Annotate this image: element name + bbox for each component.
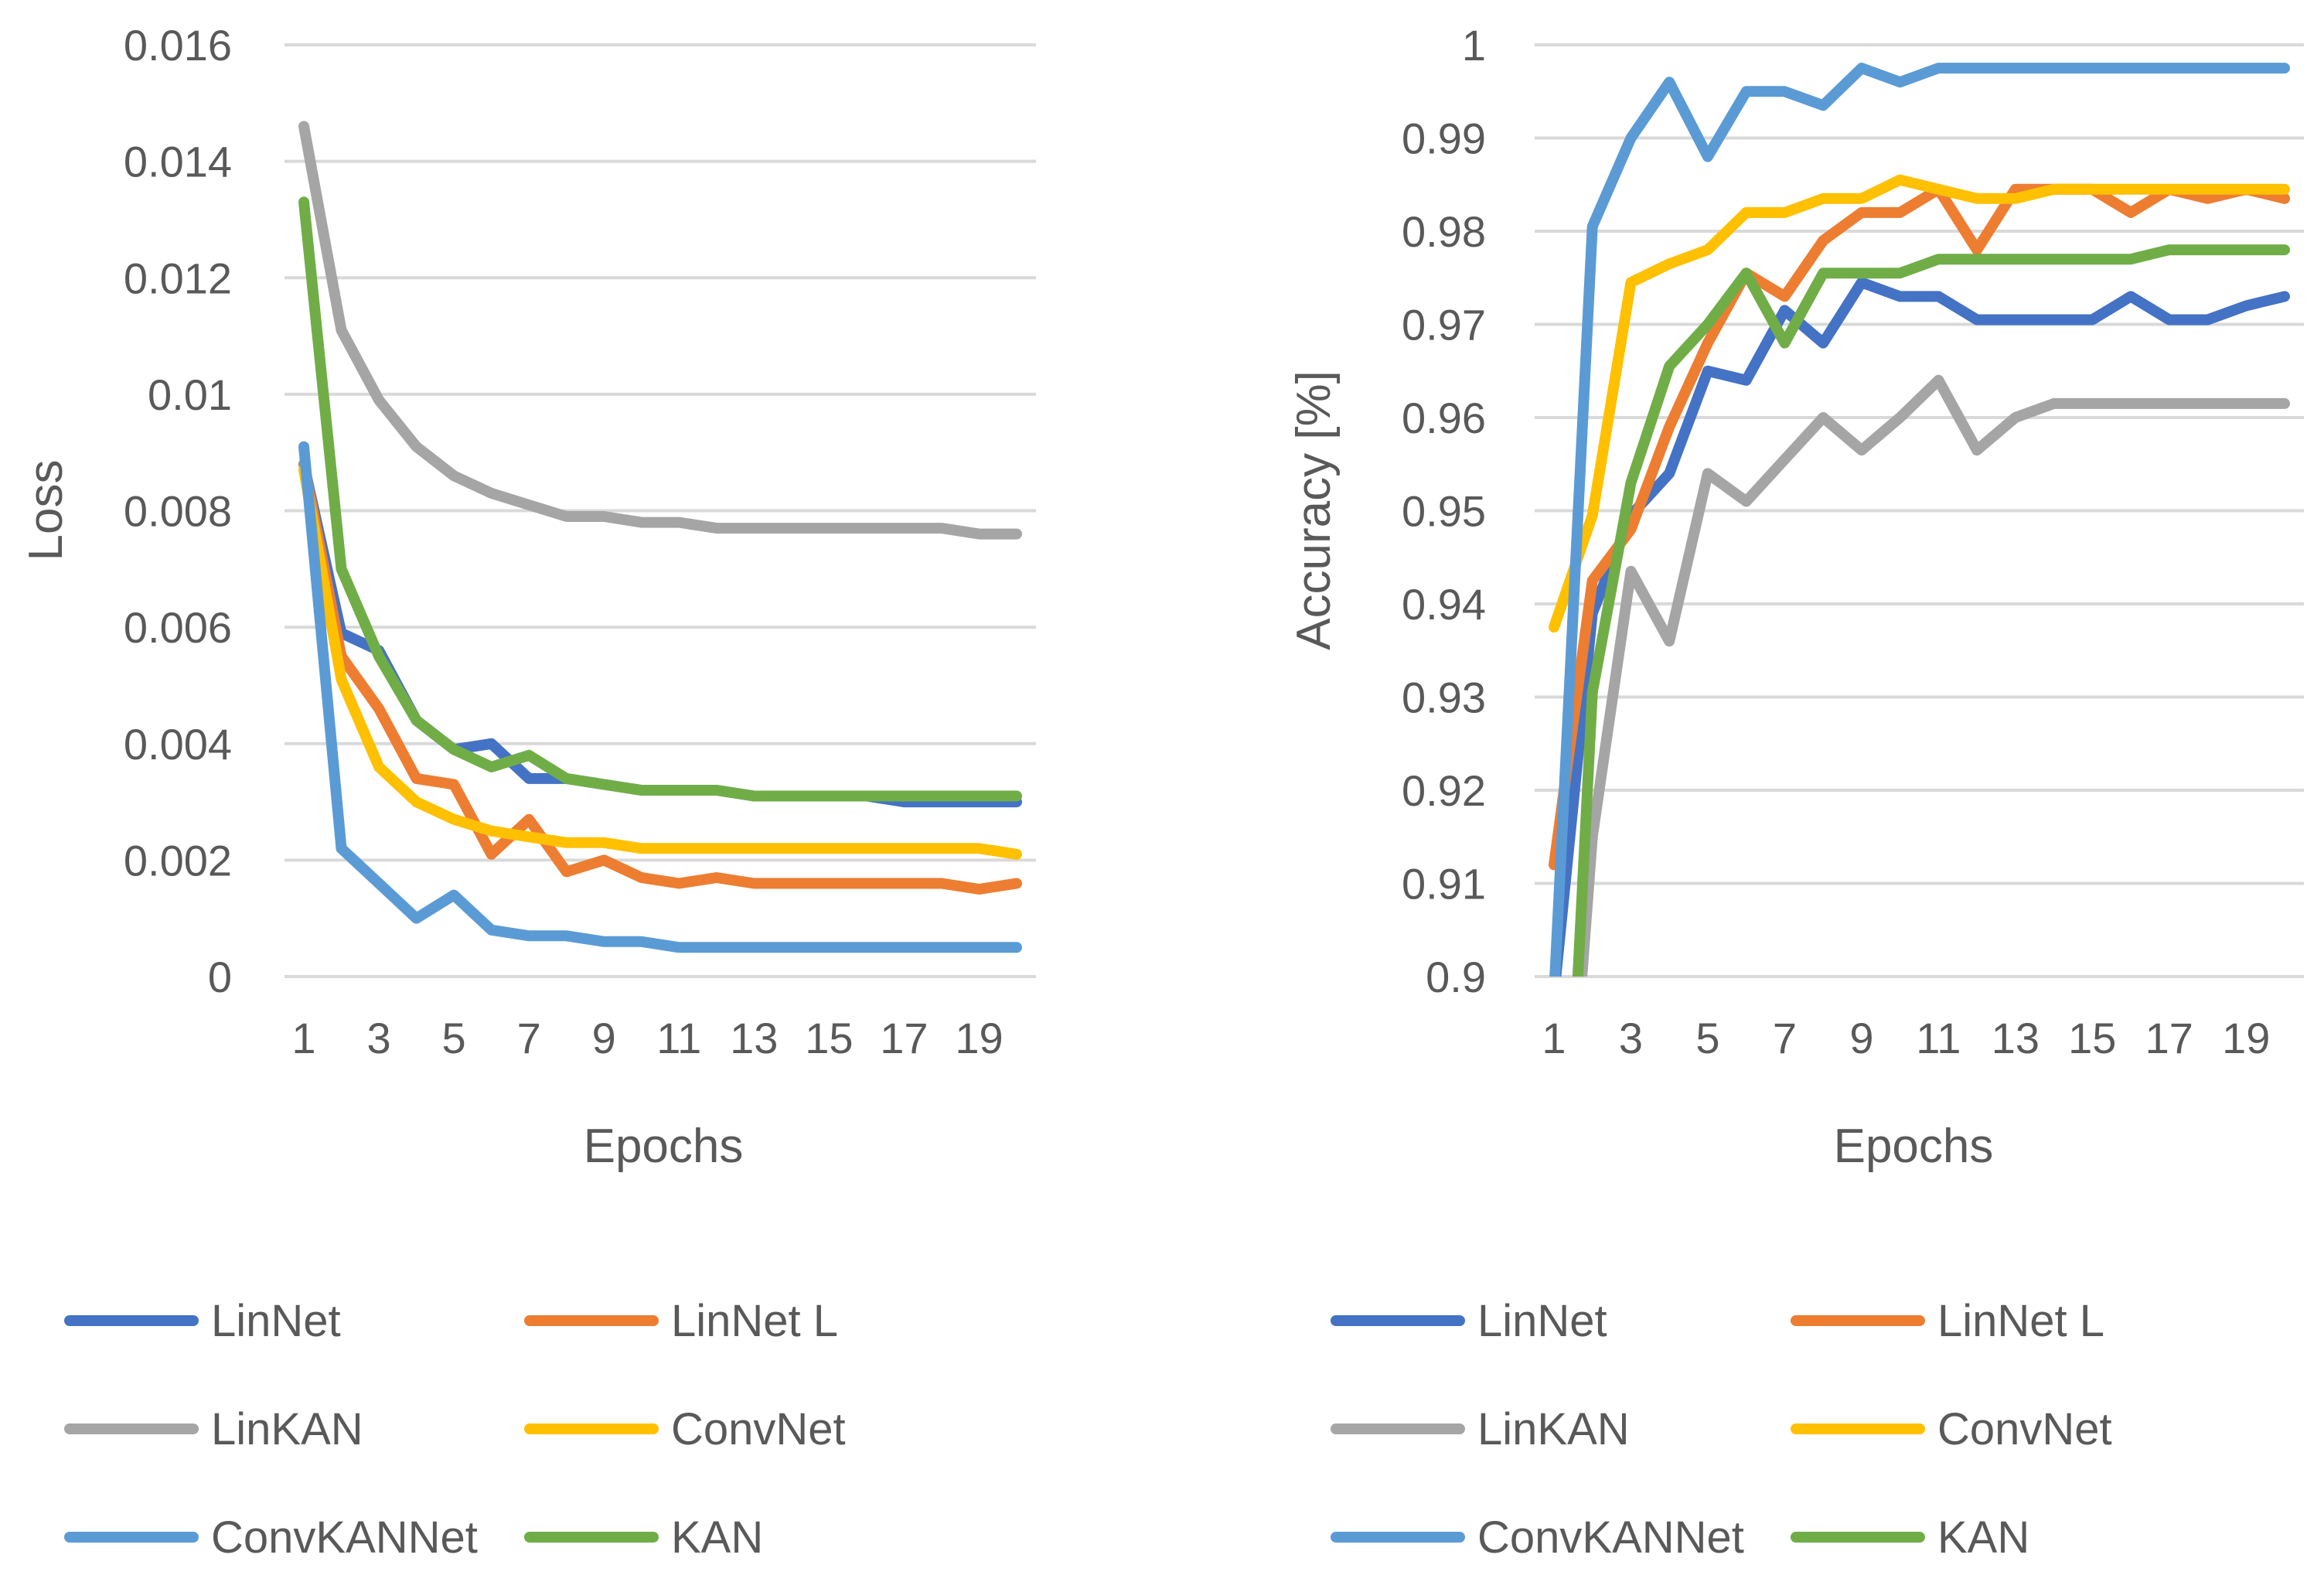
accuracy-legend-item-linkan: LinKAN: [1331, 1404, 1630, 1454]
loss-line-kan: [298, 196, 1022, 802]
accuracy-line-kan: [1572, 244, 2290, 977]
loss-x-tick-label: 13: [730, 1014, 778, 1062]
accuracy-x-tick-labels: 1 3 5 7 9 11 13 15 17 19: [1542, 1014, 2270, 1062]
accuracy-line-linnet-l: [1549, 183, 2290, 871]
loss-line-linnet: [298, 459, 1022, 808]
loss-x-tick-label: 15: [805, 1014, 853, 1062]
accuracy-legend-label: ConvNet: [1937, 1404, 2112, 1454]
accuracy-y-tick-label: 0.9: [1426, 953, 1486, 1001]
loss-y-tick-label: 0.002: [124, 836, 232, 885]
accuracy-legend-item-kan: KAN: [1791, 1512, 2029, 1563]
loss-legend-item-kan: KAN: [524, 1512, 763, 1563]
accuracy-x-tick-label: 11: [1916, 1014, 1961, 1062]
loss-x-tick-label: 11: [656, 1014, 701, 1062]
accuracy-line-linkan: [1576, 374, 2290, 977]
loss-x-tick-label: 17: [880, 1014, 928, 1062]
loss-y-axis-title: Loss: [19, 460, 73, 561]
accuracy-legend: LinNet LinNet L LinKAN ConvNet ConvKANNet KAN: [1331, 1296, 2112, 1563]
accuracy-x-tick-label: 7: [1773, 1014, 1797, 1062]
loss-chart: 0 0.002 0.004 0.006 0.008 0.01 0.012 0.014 0.016…: [19, 21, 1036, 1173]
loss-legend: LinNet LinNet L LinKAN ConvNet ConvKANNet KAN: [64, 1296, 846, 1563]
accuracy-legend-item-convnet: ConvNet: [1791, 1404, 2112, 1454]
accuracy-y-tick-label: 0.92: [1402, 766, 1486, 815]
accuracy-y-tick-label: 0.96: [1402, 394, 1486, 442]
accuracy-y-tick-label: 0.99: [1402, 114, 1486, 163]
loss-line-linnet-l: [298, 459, 1022, 895]
loss-x-axis-title: Epochs: [584, 1120, 744, 1173]
loss-y-tick-label: 0.008: [124, 487, 232, 536]
accuracy-x-tick-label: 19: [2222, 1014, 2270, 1062]
loss-line-convkannet: [298, 441, 1022, 953]
loss-legend-label: LinNet: [211, 1296, 341, 1346]
loss-legend-item-linnet-l: LinNet L: [524, 1296, 838, 1346]
accuracy-y-tick-label: 0.94: [1402, 580, 1486, 629]
loss-y-tick-label: 0.006: [124, 603, 232, 652]
accuracy-legend-label: LinKAN: [1477, 1404, 1630, 1454]
accuracy-y-tick-label: 0.97: [1402, 301, 1486, 349]
accuracy-line-convkannet: [1549, 63, 2290, 977]
accuracy-line-convnet: [1549, 174, 2290, 633]
accuracy-x-tick-label: 9: [1849, 1014, 1873, 1062]
loss-x-tick-labels: 1 3 5 7 9 11 13 15 17 19: [291, 1014, 1003, 1062]
loss-y-tick-label: 0.012: [124, 254, 232, 302]
accuracy-y-tick-label: 1: [1462, 21, 1486, 70]
loss-legend-label: LinKAN: [211, 1404, 363, 1454]
accuracy-y-tick-label: 0.91: [1402, 860, 1486, 909]
accuracy-legend-label: ConvKANNet: [1477, 1512, 1744, 1563]
accuracy-legend-item-linnet-l: LinNet L: [1791, 1296, 2104, 1346]
loss-legend-item-linkan: LinKAN: [64, 1404, 363, 1454]
loss-y-tick-label: 0.014: [124, 138, 232, 186]
loss-y-tick-label: 0.01: [148, 370, 232, 419]
loss-line-convnet: [298, 464, 1022, 860]
accuracy-chart: 0.9 0.91 0.92 0.93 0.94 0.95 0.96 0.97 0.98 0.99 1…: [1287, 21, 2304, 1173]
accuracy-x-tick-label: 1: [1542, 1014, 1566, 1062]
accuracy-legend-label: LinNet: [1477, 1296, 1607, 1346]
loss-x-tick-label: 3: [366, 1014, 390, 1062]
accuracy-legend-item-convkannet: ConvKANNet: [1331, 1512, 1744, 1563]
loss-legend-label: KAN: [671, 1512, 763, 1563]
accuracy-x-tick-label: 5: [1695, 1014, 1719, 1062]
accuracy-legend-item-linnet: LinNet: [1331, 1296, 1607, 1346]
accuracy-x-tick-label: 15: [2068, 1014, 2116, 1062]
loss-legend-item-convnet: ConvNet: [524, 1404, 846, 1454]
loss-legend-label: ConvNet: [671, 1404, 846, 1454]
accuracy-x-tick-label: 13: [1992, 1014, 2039, 1062]
loss-series-lines: [298, 121, 1022, 953]
loss-line-linkan: [298, 121, 1022, 540]
accuracy-y-tick-labels: 0.9 0.91 0.92 0.93 0.94 0.95 0.96 0.97 0.98 0.99 1: [1402, 21, 1486, 1001]
loss-legend-label: ConvKANNet: [211, 1512, 478, 1563]
loss-gridlines: [285, 43, 1036, 978]
loss-x-tick-label: 1: [291, 1014, 315, 1062]
loss-x-tick-label: 7: [517, 1014, 541, 1062]
loss-legend-item-convkannet: ConvKANNet: [64, 1512, 478, 1563]
loss-legend-label: LinNet L: [671, 1296, 838, 1346]
loss-y-tick-label: 0.016: [124, 21, 232, 70]
accuracy-series-lines: [1549, 63, 2290, 977]
accuracy-gridlines: [1535, 43, 2304, 978]
accuracy-x-tick-label: 17: [2145, 1014, 2193, 1062]
accuracy-legend-label: LinNet L: [1937, 1296, 2104, 1346]
loss-y-tick-label: 0: [208, 953, 232, 1001]
loss-y-tick-label: 0.004: [124, 720, 232, 769]
accuracy-y-tick-label: 0.93: [1402, 673, 1486, 722]
loss-x-tick-label: 9: [592, 1014, 616, 1062]
loss-legend-item-linnet: LinNet: [64, 1296, 341, 1346]
accuracy-legend-label: KAN: [1937, 1512, 2029, 1563]
accuracy-x-tick-label: 3: [1619, 1014, 1643, 1062]
loss-x-tick-label: 5: [442, 1014, 466, 1062]
accuracy-y-tick-label: 0.98: [1402, 207, 1486, 256]
accuracy-y-axis-title: Accuracy [%]: [1287, 370, 1341, 650]
loss-y-tick-labels: 0 0.002 0.004 0.006 0.008 0.01 0.012 0.014 0.016: [124, 21, 232, 1001]
accuracy-y-tick-label: 0.95: [1402, 487, 1486, 536]
accuracy-x-axis-title: Epochs: [1834, 1120, 1994, 1173]
loss-x-tick-label: 19: [955, 1014, 1003, 1062]
accuracy-line-linnet: [1550, 277, 2290, 977]
